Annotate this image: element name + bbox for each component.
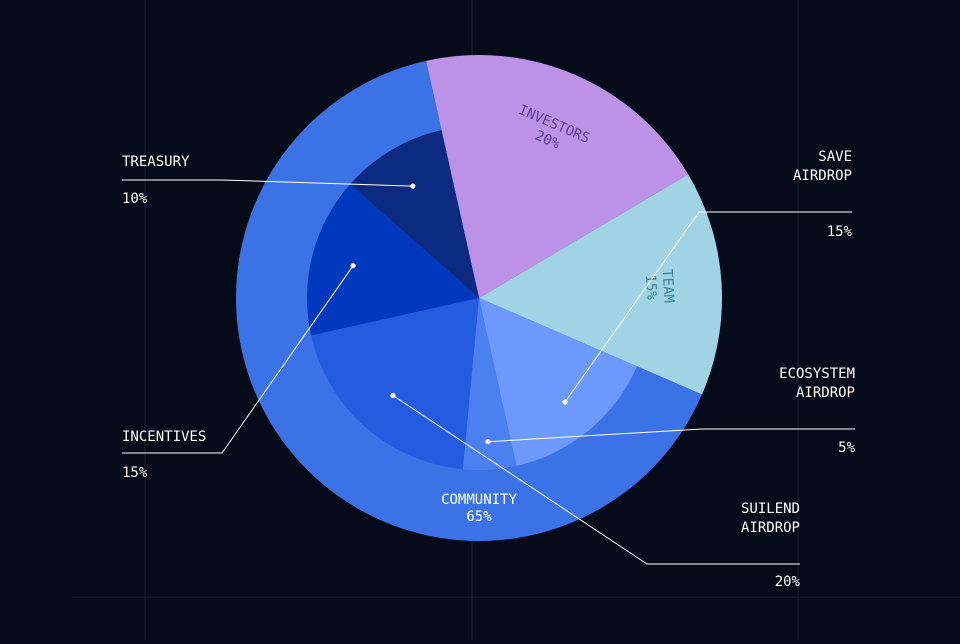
- pie-slice-investors: [425, 54, 689, 298]
- pie-slice-incentives: [306, 184, 479, 336]
- leader-dot-ecosystem-airdrop: [485, 439, 491, 445]
- pie-slice-save-airdrop: [479, 298, 637, 466]
- pie-slice-treasury: [349, 130, 479, 298]
- callout-value-treasury: 10%: [122, 191, 148, 207]
- callout-value-save-airdrop: 15%: [827, 224, 853, 240]
- inner-slices: [306, 130, 637, 471]
- leader-dot-treasury: [410, 183, 416, 189]
- leader-line-ecosystem-airdrop: [487, 428, 855, 443]
- leader-dot-save-airdrop: [562, 399, 568, 405]
- callout-label-ecosystem-airdrop: ECOSYSTEM AIRDROP: [779, 366, 855, 401]
- leader-line-save-airdrop: [564, 211, 852, 403]
- callout-label-save-airdrop: SAVE AIRDROP: [793, 149, 852, 184]
- callout-label-suilend-airdrop: SUILEND AIRDROP: [741, 501, 800, 536]
- callout-labels: SAVE AIRDROP 15% ECOSYSTEM AIRDROP 5% SUILEND A…: [122, 149, 856, 590]
- callout-value-ecosystem-airdrop: 5%: [838, 440, 855, 456]
- callout-label-incentives: INCENTIVES: [122, 429, 206, 445]
- leader-dot-suilend-airdrop: [390, 392, 396, 399]
- slice-label-team: TEAM15%: [642, 269, 677, 305]
- leader-line-treasury: [122, 179, 413, 187]
- callout-label-treasury: TREASURY: [122, 154, 190, 170]
- leader-line-incentives: [122, 265, 354, 454]
- pie-slice-suilend-airdrop: [311, 298, 479, 470]
- pie-slice-ecosystem-airdrop: [462, 298, 517, 471]
- leader-line-suilend-airdrop: [392, 395, 800, 565]
- slice-label-community: COMMUNITY 65%: [441, 492, 517, 525]
- pie-slice-team: [479, 174, 722, 395]
- leader-dot-incentives: [350, 263, 356, 269]
- callout-value-suilend-airdrop: 20%: [775, 574, 801, 590]
- callout-value-incentives: 15%: [122, 465, 148, 481]
